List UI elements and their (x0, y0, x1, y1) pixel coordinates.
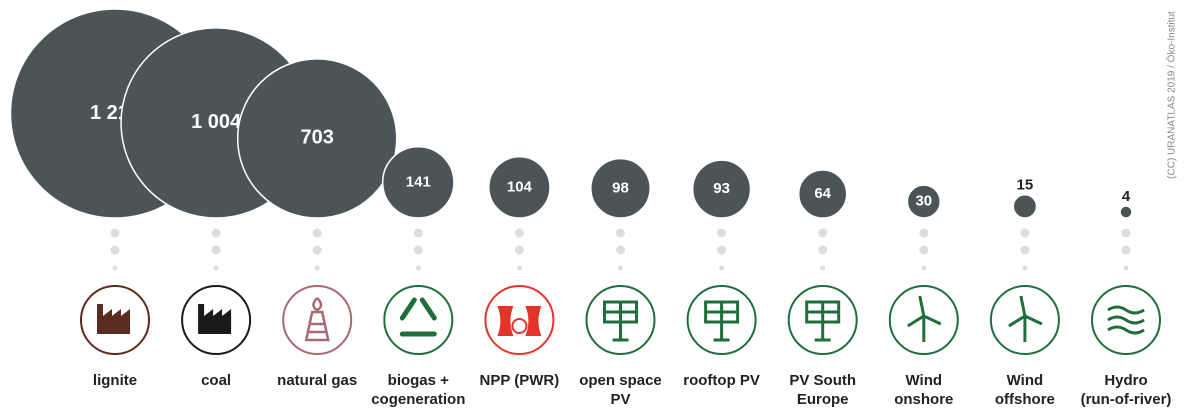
value-label: 1 004 (191, 111, 242, 133)
category-label: Wind offshore (994, 372, 1055, 408)
connector-dot (413, 228, 423, 238)
icon-solar (704, 300, 740, 342)
connector-dot (717, 228, 727, 238)
connector-dot (719, 265, 725, 271)
connector-dot (1020, 245, 1030, 255)
value-label: 15 (1017, 177, 1034, 194)
connector-dot (514, 245, 524, 255)
category-label: open space PV (579, 372, 662, 408)
bubble (906, 184, 941, 219)
bubble (236, 58, 398, 219)
bubble (381, 146, 455, 219)
category-label: lignite (92, 372, 138, 389)
category-label: Hydro (run-of-river) (1080, 372, 1172, 408)
connector-dot (1121, 228, 1131, 238)
icon (787, 285, 858, 355)
icon-recycle (399, 297, 437, 337)
connector-dot (112, 265, 118, 271)
value-label: 98 (612, 179, 629, 196)
connector-dot (616, 228, 625, 238)
value-label: 141 (406, 173, 431, 190)
icon (585, 285, 656, 355)
connector-dot (616, 245, 625, 255)
value-label: 93 (713, 180, 730, 197)
bubble (488, 156, 551, 219)
bubble (1012, 194, 1038, 219)
connector-dot (717, 245, 727, 255)
icon-rig (304, 297, 330, 342)
icon (686, 285, 757, 355)
bubble (797, 169, 848, 219)
bubble (590, 157, 651, 219)
category-label: coal (201, 372, 232, 389)
icon (888, 285, 959, 355)
connector-dot (312, 245, 322, 255)
value-label: 64 (814, 185, 831, 202)
connector-dot (1022, 265, 1028, 271)
connector-dot (818, 228, 828, 238)
icon-wind (1008, 295, 1043, 342)
connector-dot (415, 265, 421, 271)
icon-ring (383, 285, 454, 355)
connector-dot (211, 245, 221, 255)
category-label: natural gas (277, 372, 358, 389)
icon (181, 285, 252, 355)
connector-dot (110, 228, 120, 238)
value-label: 104 (507, 178, 533, 195)
icon-solar (603, 300, 638, 342)
icon-factory (97, 304, 130, 334)
category-label: NPP (PWR) (479, 372, 560, 389)
value-label: 703 (301, 127, 334, 149)
connector-dot (514, 228, 524, 238)
connector-dot (314, 265, 320, 271)
icon-npp-symbol (511, 318, 528, 334)
bubble (1119, 205, 1133, 219)
icon-solar (805, 300, 841, 342)
icon (383, 285, 454, 355)
icon-ring (282, 285, 353, 355)
icon (1091, 285, 1161, 355)
icon-npp (497, 306, 542, 336)
category-label: PV South Europe (789, 372, 857, 408)
connector-dot (1123, 265, 1129, 271)
icon (80, 285, 150, 355)
connector-dot (1121, 245, 1131, 255)
bubble (691, 159, 752, 219)
icon-factory (198, 304, 232, 334)
connector-dot (1020, 228, 1030, 238)
category-label: biogas + cogeneration (371, 372, 466, 408)
connector-dot (818, 245, 828, 255)
connector-dot (413, 245, 423, 255)
connector-dot (919, 245, 929, 255)
connector-dot (312, 228, 322, 238)
category-label: Wind onshore (894, 372, 954, 408)
connector-dot (516, 265, 522, 271)
icon-wind (907, 295, 942, 342)
value-label: 30 (915, 193, 932, 210)
connector-dot (618, 265, 623, 271)
value-label: 4 (1122, 188, 1131, 205)
icon (282, 285, 353, 355)
icon (989, 285, 1060, 355)
credit: (CC) URANATLAS 2019 / Öko-Institut (1166, 11, 1178, 179)
connector-dot (213, 265, 219, 271)
connector-dot (110, 245, 120, 255)
connector-dot (820, 265, 826, 271)
icon-wind (1107, 305, 1145, 335)
category-label: rooftop PV (683, 372, 760, 389)
connector-dot (919, 228, 929, 238)
connector-dot (211, 228, 221, 238)
connector-dot (921, 265, 927, 271)
icon (484, 285, 555, 355)
